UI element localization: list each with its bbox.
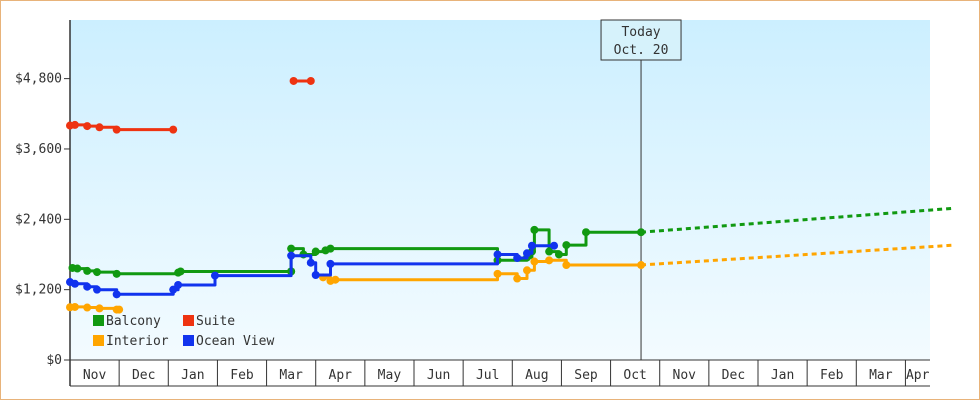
legend: Balcony Suite Interior Ocean View xyxy=(93,314,274,349)
data-point-interior[interactable] xyxy=(83,303,92,312)
today-label: Today xyxy=(621,25,660,40)
legend-item-suite[interactable]: Suite xyxy=(183,314,235,329)
today-date: Oct. 20 xyxy=(614,43,669,58)
data-point-suite[interactable] xyxy=(289,76,298,85)
data-point-balcony[interactable] xyxy=(545,247,554,256)
projection-line-balcony xyxy=(640,206,955,234)
data-point-balcony[interactable] xyxy=(326,244,335,253)
data-point-interior[interactable] xyxy=(562,261,571,270)
x-tick-label: Jan xyxy=(771,368,794,383)
data-point-ocean-view[interactable] xyxy=(550,241,559,250)
series-interior xyxy=(66,243,955,314)
legend-swatch xyxy=(183,315,194,326)
data-point-ocean-view[interactable] xyxy=(523,249,532,258)
x-tick-label: Nov xyxy=(83,368,107,383)
x-tick-label: Mar xyxy=(869,368,893,383)
data-point-balcony[interactable] xyxy=(93,268,102,277)
data-point-interior[interactable] xyxy=(523,266,532,275)
data-point-balcony[interactable] xyxy=(112,269,121,278)
y-tick-label: $1,200 xyxy=(15,283,62,298)
x-tick-label: Jun xyxy=(427,368,450,383)
data-point-interior[interactable] xyxy=(513,274,522,283)
x-tick-label: Sep xyxy=(574,368,598,383)
x-tick-label: Nov xyxy=(673,368,697,383)
legend-item-balcony[interactable]: Balcony xyxy=(93,314,161,329)
data-point-ocean-view[interactable] xyxy=(83,282,92,291)
data-point-interior[interactable] xyxy=(493,269,502,278)
data-point-ocean-view[interactable] xyxy=(527,241,536,250)
x-tick-label: Feb xyxy=(820,368,844,383)
data-point-suite[interactable] xyxy=(83,122,92,131)
x-tick-label: Mar xyxy=(279,368,303,383)
x-tick-label: Apr xyxy=(906,368,930,383)
data-point-balcony[interactable] xyxy=(311,247,320,256)
legend-swatch xyxy=(183,335,194,346)
data-point-ocean-view[interactable] xyxy=(513,254,522,262)
data-point-suite[interactable] xyxy=(306,76,315,85)
x-tick-label: Dec xyxy=(722,368,745,383)
data-point-suite[interactable] xyxy=(95,123,104,132)
x-tick-label: Feb xyxy=(230,368,254,383)
legend-label: Ocean View xyxy=(196,334,274,349)
data-point-ocean-view[interactable] xyxy=(287,251,296,260)
data-point-balcony[interactable] xyxy=(562,241,571,250)
x-tick-label: Apr xyxy=(329,368,353,383)
data-point-ocean-view[interactable] xyxy=(174,280,183,289)
data-point-interior[interactable] xyxy=(530,257,539,266)
data-point-balcony[interactable] xyxy=(83,266,92,275)
x-tick-label: Jan xyxy=(181,368,204,383)
data-point-ocean-view[interactable] xyxy=(210,271,219,280)
series-suite xyxy=(66,76,315,134)
legend-item-ocean-view[interactable]: Ocean View xyxy=(183,334,274,349)
data-point-suite[interactable] xyxy=(70,120,79,129)
data-point-ocean-view[interactable] xyxy=(112,290,121,299)
x-tick-label: Aug xyxy=(525,368,548,383)
legend-label: Suite xyxy=(196,314,235,329)
data-point-balcony[interactable] xyxy=(582,228,590,237)
data-point-balcony[interactable] xyxy=(554,250,563,259)
data-point-interior[interactable] xyxy=(95,304,104,313)
data-point-ocean-view[interactable] xyxy=(326,259,335,268)
data-point-interior[interactable] xyxy=(331,275,340,284)
data-point-balcony[interactable] xyxy=(530,225,539,234)
today-callout xyxy=(600,19,682,61)
legend-swatch xyxy=(93,315,104,326)
data-point-interior[interactable] xyxy=(70,302,79,311)
data-point-balcony[interactable] xyxy=(287,244,296,253)
data-point-balcony[interactable] xyxy=(73,264,82,273)
data-point-ocean-view[interactable] xyxy=(70,279,79,288)
plot-area xyxy=(70,20,930,360)
data-point-ocean-view[interactable] xyxy=(311,271,320,279)
x-tick-label: Dec xyxy=(132,368,155,383)
x-tick-label: Oct xyxy=(623,368,646,383)
legend-label: Balcony xyxy=(106,314,161,329)
legend-label: Interior xyxy=(106,334,169,349)
data-point-ocean-view[interactable] xyxy=(93,285,102,294)
y-tick-label: $2,400 xyxy=(15,212,62,227)
data-point-balcony[interactable] xyxy=(176,267,185,276)
series-ocean-view xyxy=(66,241,559,299)
projection-line-interior xyxy=(640,243,955,267)
y-tick-label: $3,600 xyxy=(15,142,62,157)
y-tick-label: $4,800 xyxy=(15,72,62,87)
x-tick-label: May xyxy=(378,368,402,383)
data-point-ocean-view[interactable] xyxy=(306,258,315,267)
legend-item-interior[interactable]: Interior xyxy=(93,334,169,349)
legend-swatch xyxy=(93,335,104,346)
data-point-suite[interactable] xyxy=(112,125,121,134)
data-point-interior[interactable] xyxy=(115,305,124,314)
data-point-ocean-view[interactable] xyxy=(493,250,502,259)
y-tick-label: $0 xyxy=(46,353,62,368)
x-tick-label: Jul xyxy=(476,368,499,383)
data-point-interior[interactable] xyxy=(545,256,554,265)
data-point-suite[interactable] xyxy=(169,125,178,134)
